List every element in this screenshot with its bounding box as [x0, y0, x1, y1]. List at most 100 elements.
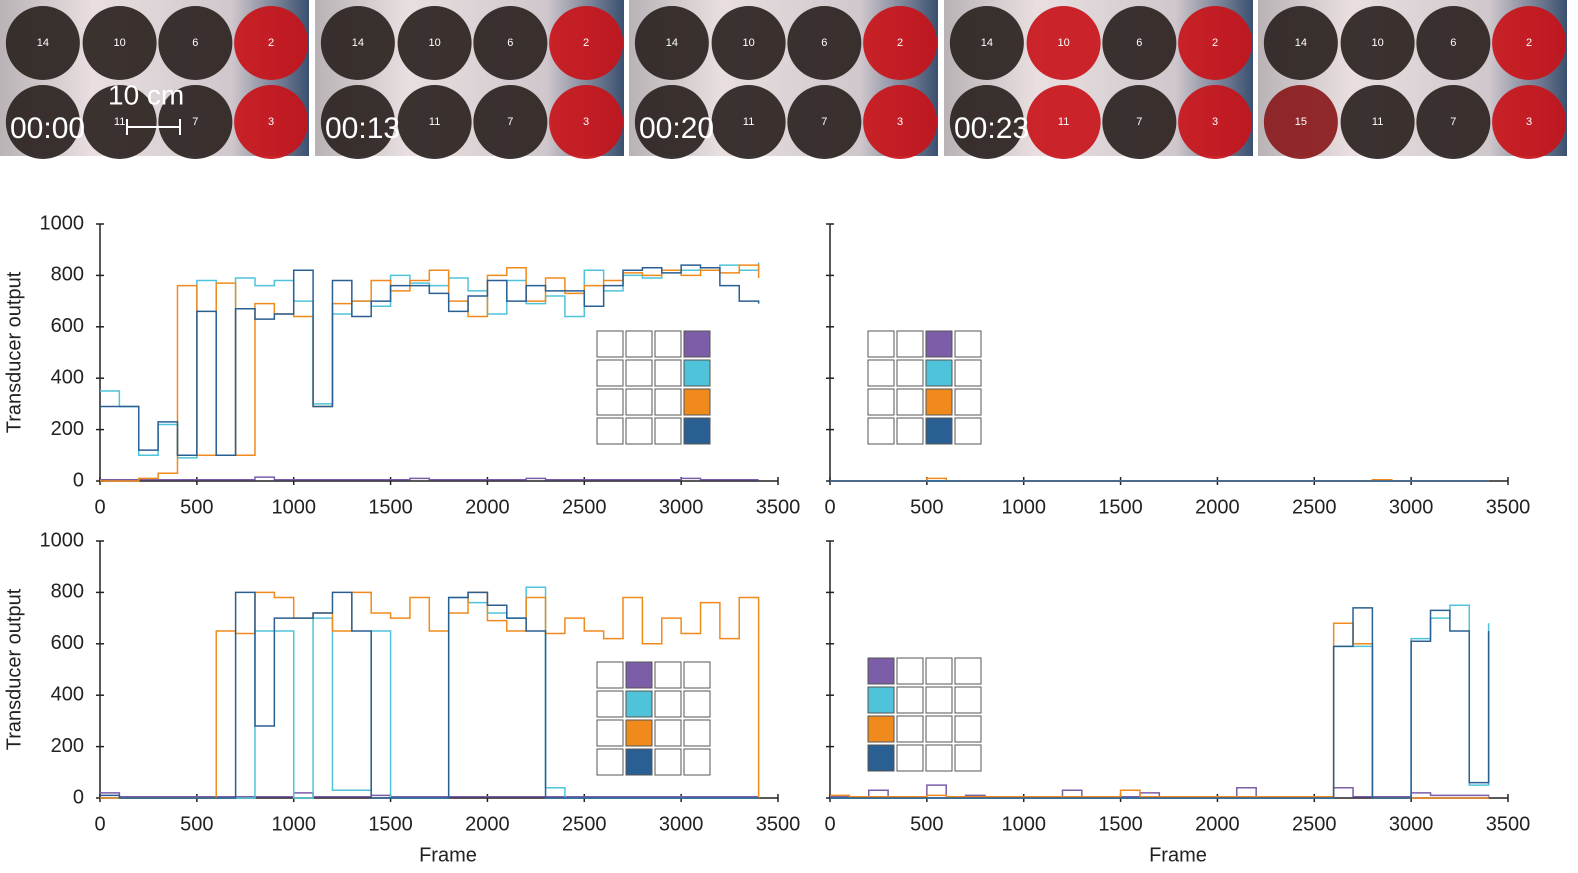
sensor-cell-active — [925, 359, 953, 387]
sensor-cell-active — [625, 690, 653, 718]
well — [949, 6, 1024, 80]
well-label: 14 — [981, 37, 993, 49]
series-line — [830, 784, 1490, 798]
timestamp: 00:13 — [325, 112, 400, 145]
well-label: 10 — [428, 37, 440, 49]
sensor-cell — [654, 417, 682, 445]
well-label: 10 — [742, 37, 754, 49]
x-tick-label: 3000 — [659, 496, 704, 518]
y-tick-label: 600 — [51, 632, 84, 654]
sensor-cell — [625, 330, 653, 358]
well-label: 14 — [352, 37, 364, 49]
well — [863, 6, 938, 80]
sensor-cell-active — [867, 715, 895, 743]
x-tick-label: 3500 — [756, 496, 801, 518]
sensor-cell — [867, 359, 895, 387]
x-tick-label: 1000 — [1001, 813, 1046, 835]
sensor-cell — [954, 359, 982, 387]
sensor-cell — [596, 719, 624, 747]
sensor-cell-active — [925, 330, 953, 358]
well — [1026, 85, 1101, 159]
sensor-cell-active — [683, 359, 711, 387]
sensor-cell — [954, 657, 982, 685]
sensor-cell-active — [625, 719, 653, 747]
x-axis-label: Frame — [419, 844, 477, 866]
well — [1340, 85, 1415, 159]
photo: 14 10 6 2 11 7 3 00:20 — [629, 0, 938, 159]
well-label: 10 — [113, 37, 125, 49]
sensor-cell — [867, 417, 895, 445]
well — [1102, 6, 1177, 80]
x-tick-label: 2000 — [1195, 813, 1240, 835]
sensor-cell — [625, 359, 653, 387]
well-label: 2 — [268, 37, 274, 49]
well — [634, 6, 709, 80]
well — [634, 85, 709, 159]
x-tick-label: 1500 — [368, 496, 413, 518]
sensor-cell — [654, 748, 682, 776]
well — [1492, 85, 1567, 159]
well-label: 6 — [821, 37, 827, 49]
well-label: 10 — [1371, 37, 1383, 49]
well — [234, 85, 309, 159]
well-label: 7 — [821, 116, 827, 128]
photo: 14 10 6 2 11 7 3 00:23 — [944, 0, 1253, 159]
photo: 14 10 6 2 15 11 7 3 — [1258, 0, 1567, 159]
sensor-cell — [654, 661, 682, 689]
well — [158, 6, 233, 80]
well-label: 7 — [507, 116, 513, 128]
x-tick-label: 3000 — [1389, 496, 1434, 518]
well — [1263, 85, 1338, 159]
x-tick-label: 2500 — [1292, 813, 1337, 835]
well — [1178, 6, 1253, 80]
sensor-cell — [896, 744, 924, 772]
sensor-cell — [654, 359, 682, 387]
well — [1178, 85, 1253, 159]
well-label: 14 — [37, 37, 49, 49]
x-tick-label: 2500 — [1292, 496, 1337, 518]
timestamp: 00:20 — [639, 112, 714, 145]
well — [5, 6, 80, 80]
series-line — [100, 591, 759, 799]
photo: 14 10 6 2 11 7 3 00:13 — [315, 0, 624, 159]
well-label: 14 — [1295, 37, 1307, 49]
well-label: 7 — [192, 116, 198, 128]
sensor-cell — [896, 330, 924, 358]
x-axis-label: Frame — [1149, 844, 1207, 866]
well-label: 3 — [897, 116, 903, 128]
sensor-cell — [925, 686, 953, 714]
x-tick-label: 3500 — [756, 813, 801, 835]
well — [320, 85, 395, 159]
sensor-cell — [896, 417, 924, 445]
well — [1492, 6, 1567, 80]
x-tick-label: 500 — [910, 813, 943, 835]
well-label: 10 — [1057, 37, 1069, 49]
well — [711, 6, 786, 80]
sensor-cell — [896, 388, 924, 416]
y-tick-label: 800 — [51, 264, 84, 286]
well — [234, 6, 309, 80]
sensor-cell-active — [625, 661, 653, 689]
well-label: 3 — [583, 116, 589, 128]
well — [711, 85, 786, 159]
series-line — [100, 476, 759, 481]
sensor-cell — [683, 748, 711, 776]
sensor-cell — [596, 690, 624, 718]
sensor-cell — [683, 719, 711, 747]
x-tick-label: 1000 — [271, 496, 316, 518]
x-tick-label: 1500 — [368, 813, 413, 835]
sensor-cell — [625, 417, 653, 445]
x-tick-label: 2500 — [562, 496, 607, 518]
sensor-cell — [596, 417, 624, 445]
x-tick-label: 0 — [824, 496, 835, 518]
well-label: 11 — [1372, 116, 1383, 128]
sensor-cell — [596, 388, 624, 416]
well — [787, 6, 862, 80]
sensor-cell — [683, 661, 711, 689]
well — [787, 85, 862, 159]
sensor-cell — [896, 359, 924, 387]
well — [5, 85, 80, 159]
chart: 0 500 1000 1500 2000 2500 3000 3500 Frame — [824, 540, 1530, 866]
well — [158, 85, 233, 159]
